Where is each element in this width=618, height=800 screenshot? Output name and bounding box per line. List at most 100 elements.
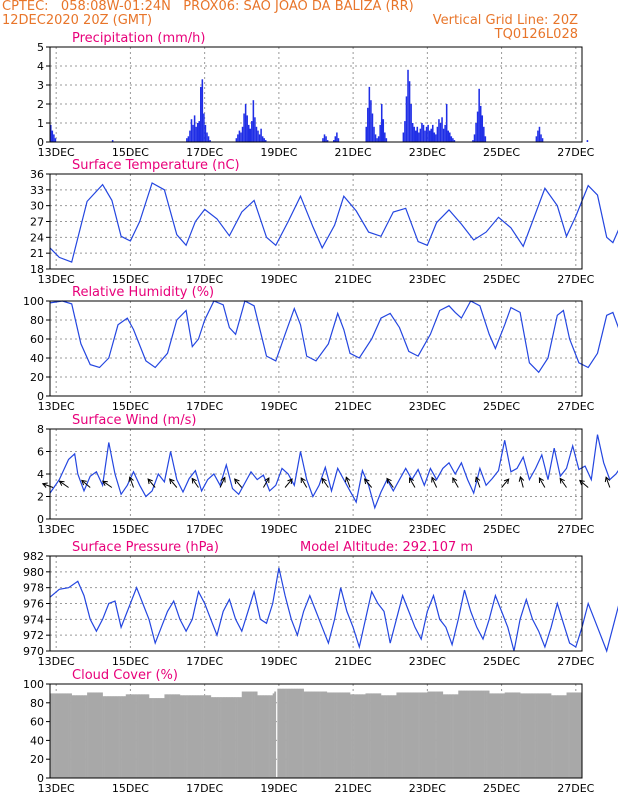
cloud-bar xyxy=(356,694,359,778)
cloud-bar xyxy=(90,692,93,778)
x-tick-label: 17DEC xyxy=(186,273,223,286)
cloud-bar xyxy=(220,697,222,778)
precip-bar xyxy=(481,115,484,142)
precip-bar xyxy=(186,138,188,142)
cloud-bar xyxy=(425,692,428,778)
cloud-bar xyxy=(316,691,318,778)
cloud-bar xyxy=(196,695,199,778)
cloud-bar xyxy=(350,694,352,778)
cloud-bar xyxy=(384,695,386,778)
cloud-bar xyxy=(257,695,260,778)
y-tick-label: 21 xyxy=(30,247,44,260)
y-tick-label: 20 xyxy=(30,753,44,766)
cloud-bar xyxy=(342,692,345,778)
precip-bar xyxy=(251,121,253,142)
cloud-bar xyxy=(227,697,230,778)
y-tick-label: 976 xyxy=(23,598,44,611)
precip-bar xyxy=(374,134,377,142)
cloud-bar xyxy=(564,695,567,778)
precip-bar xyxy=(255,126,258,142)
cloud-bar xyxy=(510,692,513,778)
wind-arrow xyxy=(219,477,226,488)
x-tick-label: 23DEC xyxy=(409,523,446,536)
precip-bar xyxy=(326,140,329,142)
wind-arrow-head xyxy=(169,478,175,485)
cloud-bar xyxy=(580,692,583,778)
cloud-bar xyxy=(172,694,175,778)
cloud-bar xyxy=(292,688,295,778)
precip-bar xyxy=(447,130,449,142)
cloud-bar xyxy=(326,692,329,778)
cloud-bar xyxy=(91,692,94,778)
cloud-bar xyxy=(540,693,543,778)
cloud-bar xyxy=(458,690,461,778)
cloud-bar xyxy=(467,690,470,778)
cloud-bar xyxy=(311,691,314,778)
cloud-bar xyxy=(334,692,337,778)
wind-arrow-head xyxy=(431,476,437,483)
cloud-bar xyxy=(402,692,405,778)
wind-arrow-head xyxy=(287,478,293,485)
precip-bar xyxy=(413,126,415,142)
precip-bar xyxy=(450,136,453,142)
cloud-bar xyxy=(249,691,252,778)
chart-header: CPTEC: 058:08W-01:24N PROX06: SAO JOAO D… xyxy=(0,0,618,48)
panel-3: 13DEC 15DEC 17DEC 19DEC 21DEC 23DEC 25DEC 27DEC… xyxy=(23,285,618,413)
x-tick-label: 15DEC xyxy=(112,146,149,159)
cloud-bar xyxy=(343,692,346,778)
cloud-bar xyxy=(546,693,549,778)
cloud-bar xyxy=(93,692,96,778)
x-tick-label: 17DEC xyxy=(186,523,223,536)
precip-bar xyxy=(252,100,255,142)
cloud-bar xyxy=(207,695,210,778)
x-tick-label: 17DEC xyxy=(186,782,223,795)
cloud-bar xyxy=(87,692,89,778)
precip-bar xyxy=(237,134,239,142)
cloud-bar xyxy=(50,693,52,778)
cloud-bar xyxy=(96,692,99,778)
cloud-bar xyxy=(370,693,372,778)
precip-bar xyxy=(336,132,338,142)
precip-bar xyxy=(541,138,544,142)
panel-frame xyxy=(49,173,583,270)
x-tick-label: 23DEC xyxy=(409,273,446,286)
precip-bar xyxy=(452,138,454,142)
cloud-bar xyxy=(283,688,286,778)
cloud-bar xyxy=(73,695,76,778)
precip-bar xyxy=(192,124,194,142)
cloud-bar xyxy=(322,691,325,778)
y-tick-label: 80 xyxy=(30,314,44,327)
panel-1: 13DEC 15DEC 17DEC 19DEC 21DEC 23DEC 25DEC 27DEC… xyxy=(37,31,595,159)
wind-arrow-head xyxy=(191,477,197,484)
precip-bar xyxy=(408,81,411,142)
x-tick-label: 21DEC xyxy=(335,523,372,536)
cloud-bar xyxy=(122,696,125,778)
cloud-bar xyxy=(353,694,355,778)
wind-arrow-head xyxy=(559,477,565,484)
cloud-bar xyxy=(230,697,233,778)
cloud-bar xyxy=(300,688,303,778)
wind-arrow-head xyxy=(81,479,87,486)
wind-arrow xyxy=(42,483,54,488)
y-tick-label: 80 xyxy=(30,697,44,710)
cloud-bar xyxy=(226,697,229,778)
cloud-bar xyxy=(131,694,134,778)
cloud-bar xyxy=(88,692,91,778)
series-line xyxy=(49,567,618,653)
wind-arrow-head xyxy=(147,478,153,485)
cloud-bar xyxy=(192,695,195,778)
precip-bar xyxy=(195,126,197,142)
header-code: TQ0126L028 xyxy=(494,27,578,42)
cloud-bar xyxy=(436,691,439,778)
precip-bar xyxy=(416,126,419,142)
precip-bar xyxy=(187,136,190,142)
cloud-bar xyxy=(489,693,492,778)
precip-bar xyxy=(472,140,474,142)
precip-bar xyxy=(50,124,52,142)
precip-bar xyxy=(439,123,442,142)
cloud-bar xyxy=(535,693,538,778)
y-tick-label: 60 xyxy=(30,716,44,729)
cloud-bar xyxy=(206,695,209,778)
precip-bar xyxy=(425,126,428,142)
cloud-bar xyxy=(377,693,380,778)
